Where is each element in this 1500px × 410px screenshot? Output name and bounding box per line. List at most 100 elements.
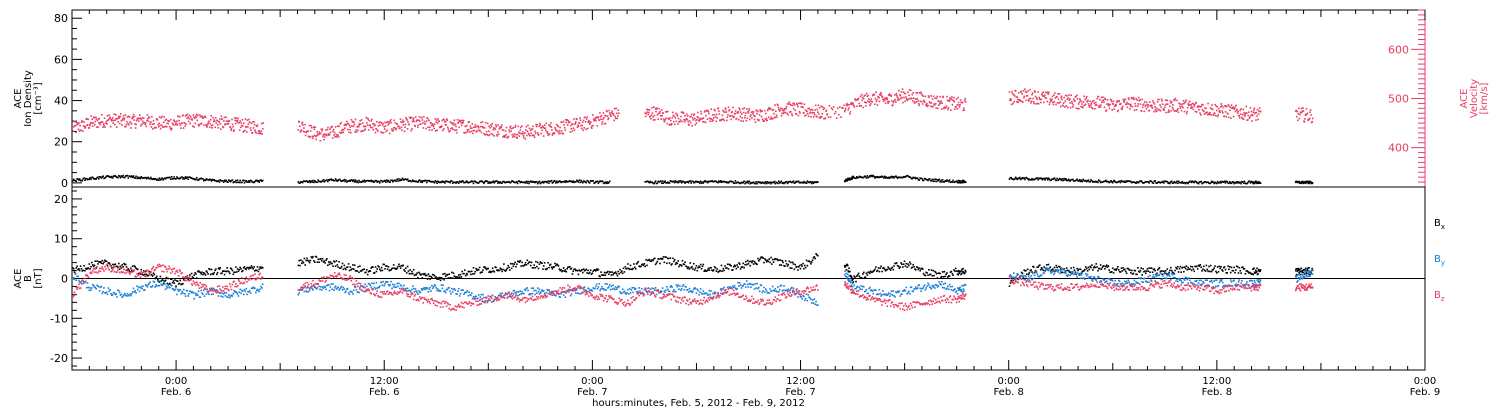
velocity-point	[936, 95, 938, 98]
velocity-point	[618, 112, 620, 115]
density-point	[1092, 180, 1095, 183]
density-point	[78, 179, 80, 181]
density-point	[882, 177, 885, 179]
velocity-point	[367, 129, 370, 131]
field-bx-point	[418, 272, 421, 275]
velocity-point	[671, 116, 674, 119]
field-bx-point	[350, 269, 352, 271]
field-bx-point	[76, 265, 78, 268]
velocity-point	[529, 129, 532, 132]
density-point	[398, 178, 400, 180]
field-bx-point	[608, 273, 610, 275]
velocity-point	[193, 126, 195, 128]
density-point	[321, 180, 324, 182]
velocity-point	[123, 119, 125, 121]
density-point	[676, 181, 679, 183]
density-point	[650, 181, 653, 184]
density-point	[249, 179, 252, 182]
velocity-point	[731, 115, 734, 117]
field-bx-point	[127, 268, 130, 270]
density-point	[1013, 178, 1015, 181]
velocity-point	[582, 129, 584, 132]
field-bx-point	[504, 270, 507, 272]
field-bx-point	[529, 261, 531, 263]
velocity-point	[716, 117, 718, 119]
velocity-point	[324, 136, 326, 138]
field-by-point	[91, 283, 94, 286]
velocity-point	[434, 118, 436, 120]
velocity-point	[408, 123, 410, 126]
density-point	[1015, 177, 1018, 180]
velocity-point	[135, 123, 137, 126]
velocity-point	[1302, 110, 1305, 112]
velocity-point	[935, 97, 938, 100]
velocity-point	[228, 120, 231, 122]
density-point	[306, 180, 308, 182]
velocity-point	[392, 129, 395, 131]
density-point	[75, 180, 78, 183]
field-bx-point	[471, 270, 473, 273]
field-bx-point	[719, 270, 722, 272]
density-point	[1107, 180, 1110, 183]
density-point	[582, 180, 585, 182]
field-bx-point	[857, 272, 860, 275]
velocity-point	[443, 128, 445, 130]
velocity-point	[120, 113, 122, 115]
velocity-point	[747, 112, 750, 114]
field-bx-point	[1109, 271, 1111, 274]
density-point	[1310, 181, 1313, 184]
density-point	[217, 179, 220, 182]
field-bx-point	[352, 264, 354, 266]
field-by-point	[100, 285, 103, 288]
field-by-point	[191, 291, 194, 293]
field-bx-point	[577, 273, 580, 276]
density-point	[1303, 182, 1305, 184]
velocity-point	[1238, 117, 1241, 119]
field-bx-point	[1084, 268, 1086, 271]
density-point	[590, 180, 593, 182]
velocity-point	[748, 108, 751, 110]
velocity-point	[1062, 105, 1064, 107]
density-point	[1166, 180, 1169, 183]
velocity-point	[746, 108, 748, 110]
velocity-point	[1041, 92, 1044, 95]
field-bx-point	[530, 261, 533, 264]
field-bx-point	[515, 265, 517, 268]
velocity-point	[1170, 109, 1173, 112]
field-bx-point	[1256, 267, 1258, 270]
velocity-point	[611, 110, 613, 113]
field-bx-point	[462, 272, 464, 275]
field-bx-point	[713, 266, 716, 268]
velocity-point	[508, 129, 510, 131]
density-point	[1137, 181, 1140, 184]
velocity-point	[1146, 101, 1148, 104]
velocity-point	[1221, 110, 1224, 112]
velocity-point	[594, 118, 597, 120]
velocity-point	[587, 121, 589, 124]
field-bx-point	[1031, 271, 1033, 273]
field-bx-point	[333, 261, 336, 263]
density-point	[862, 176, 864, 179]
field-bx-point	[478, 266, 481, 269]
density-point	[1145, 181, 1148, 183]
velocity-point	[760, 115, 763, 118]
density-point	[605, 182, 607, 185]
velocity-point	[261, 128, 264, 130]
field-bx-point	[130, 267, 132, 269]
density-point	[107, 175, 110, 177]
velocity-point	[1221, 105, 1223, 107]
field-bx-point	[319, 258, 321, 260]
density-point	[354, 179, 357, 181]
velocity-point	[824, 117, 827, 119]
density-point	[541, 181, 543, 184]
velocity-point	[242, 125, 244, 127]
velocity-point	[844, 109, 846, 111]
velocity-point	[354, 131, 356, 133]
density-point	[599, 180, 601, 182]
density-point	[242, 179, 244, 182]
field-bx-point	[1025, 269, 1027, 272]
density-point	[532, 181, 535, 183]
field-bx-point	[892, 268, 895, 271]
velocity-point	[417, 124, 420, 126]
velocity-point	[1167, 111, 1169, 113]
